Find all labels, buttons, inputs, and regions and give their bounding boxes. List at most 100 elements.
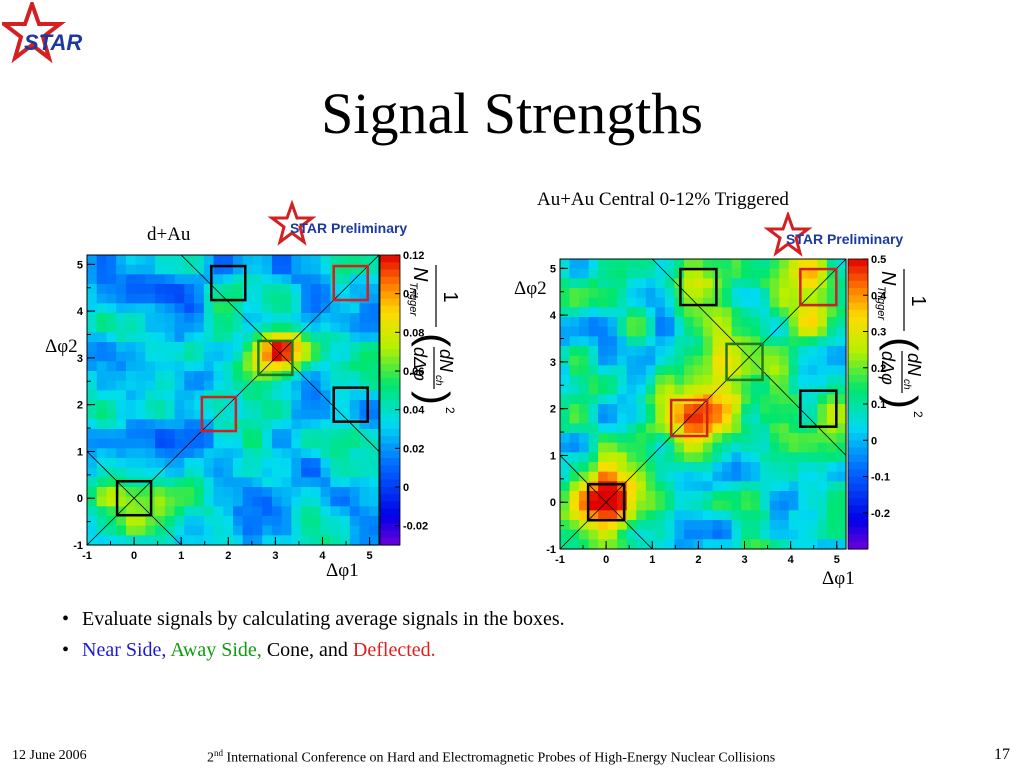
- heatmap-cell: [281, 264, 292, 275]
- heatmap-cell: [569, 481, 580, 492]
- heatmap-cell: [252, 438, 263, 449]
- heatmap-cell: [106, 332, 117, 343]
- heatmap-cell: [135, 535, 146, 546]
- heatmap-cell: [96, 274, 108, 285]
- bullet-away-side: Away Side,: [166, 639, 262, 661]
- heatmap-cell: [369, 516, 380, 527]
- heatmap-cell: [779, 529, 790, 540]
- heatmap-cell: [330, 535, 341, 546]
- heatmap-cell: [281, 322, 292, 333]
- heatmap-cell: [779, 268, 790, 279]
- heatmap-cell: [683, 539, 695, 550]
- heatmap-cell: [683, 413, 695, 424]
- heatmap-cell: [213, 429, 224, 440]
- heatmap-cell: [664, 481, 675, 492]
- heatmap-cell: [579, 259, 590, 270]
- heatmap-cell: [369, 264, 380, 275]
- heatmap-cell: [281, 429, 292, 440]
- heatmap-cell: [712, 481, 723, 492]
- heatmap-cell: [262, 332, 273, 343]
- heatmap-cell: [155, 458, 166, 469]
- heatmap-cell: [87, 255, 98, 266]
- heatmap-cell: [320, 264, 331, 275]
- heatmap-cell: [135, 380, 146, 391]
- heatmap-cell: [262, 429, 273, 440]
- heatmap-cell: [271, 535, 283, 546]
- heatmap-cell: [96, 361, 108, 372]
- heatmap-cell: [769, 346, 780, 357]
- heatmap-cell: [569, 491, 580, 502]
- heatmap-cell: [125, 525, 137, 536]
- heatmap-cell: [369, 313, 380, 324]
- heatmap-cell: [617, 394, 628, 405]
- heatmap-cell: [579, 336, 590, 347]
- heatmap-cell: [291, 293, 302, 304]
- heatmap-cell: [320, 293, 331, 304]
- heatmap-cell: [213, 458, 224, 469]
- heatmap-cell: [106, 400, 117, 411]
- heatmap-cell: [769, 336, 780, 347]
- heatmap-cell: [779, 520, 790, 531]
- heatmap-cell: [320, 342, 331, 353]
- heatmap-cell: [184, 487, 195, 498]
- heatmap-cell: [779, 394, 790, 405]
- heatmap-cell: [712, 520, 723, 531]
- heatmap-cell: [174, 467, 185, 478]
- heatmap-cell: [779, 481, 790, 492]
- heatmap-cell: [798, 326, 809, 337]
- heatmap-cell: [194, 303, 205, 314]
- heatmap-cell: [560, 539, 571, 550]
- y-tick-label: 5: [550, 263, 556, 275]
- heatmap-cell: [626, 375, 637, 386]
- heatmap-cell: [194, 322, 205, 333]
- heatmap-cell: [281, 477, 292, 488]
- heatmap-cell: [223, 400, 234, 411]
- heatmap-cell: [693, 297, 704, 308]
- colorbar-segment: [848, 447, 868, 456]
- heatmap-cell: [223, 506, 234, 517]
- heatmap-cell: [369, 400, 380, 411]
- heatmap-cell: [252, 400, 263, 411]
- heatmap-cell: [598, 452, 609, 463]
- heatmap-cell: [560, 288, 571, 299]
- heatmap-cell: [155, 313, 166, 324]
- heatmap-cell: [174, 400, 185, 411]
- heatmap-cell: [798, 394, 809, 405]
- heatmap-cell: [125, 332, 137, 343]
- heatmap-cell: [693, 375, 704, 386]
- heatmap-cell: [636, 462, 647, 473]
- heatmap-cell: [722, 297, 733, 308]
- heatmap-cell: [760, 336, 771, 347]
- heatmap-cell: [87, 506, 98, 517]
- heatmap-cell: [779, 307, 790, 318]
- heatmap-cell: [320, 477, 331, 488]
- heatmap-cell: [588, 539, 599, 550]
- deflected-box: [799, 267, 838, 307]
- heatmap-cell: [645, 384, 656, 395]
- heatmap-cell: [607, 433, 618, 444]
- heatmap-cell: [223, 438, 234, 449]
- heatmap-cell: [96, 380, 108, 391]
- heatmap-cell: [703, 529, 714, 540]
- heatmap-cell: [369, 419, 380, 430]
- heatmap-cell: [807, 413, 818, 424]
- auau-correlation-heatmap: -1-1001122334455-0.2-0.100.10.20.30.40.5…: [546, 212, 929, 566]
- heatmap-cell: [741, 355, 752, 366]
- heatmap-cell: [301, 525, 312, 536]
- heatmap-cell: [262, 322, 273, 333]
- heatmap-cell: [636, 288, 647, 299]
- heatmap-cell: [213, 496, 224, 507]
- heatmap-cell: [184, 458, 195, 469]
- heatmap-cell: [330, 255, 341, 266]
- heatmap-cell: [116, 293, 127, 304]
- heatmap-cell: [712, 355, 723, 366]
- heatmap-cell: [807, 307, 818, 318]
- heatmap-cell: [174, 371, 185, 382]
- heatmap-cell: [722, 336, 733, 347]
- heatmap-cell: [349, 496, 361, 507]
- heatmap-cell: [233, 506, 244, 517]
- heatmap-cell: [96, 322, 108, 333]
- heatmap-cell: [645, 317, 656, 328]
- heatmap-cell: [769, 423, 780, 434]
- heatmap-cell: [683, 481, 695, 492]
